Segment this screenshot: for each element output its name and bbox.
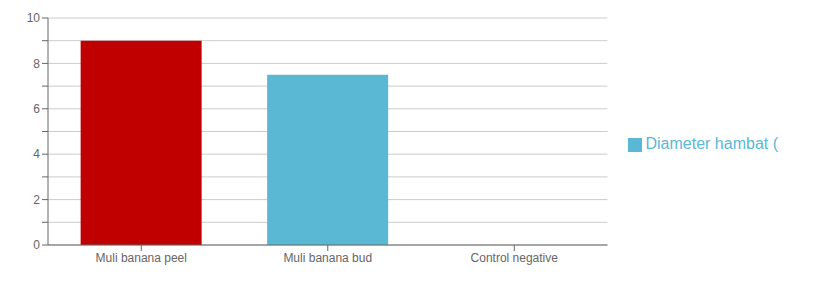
- svg-text:2: 2: [33, 193, 40, 207]
- svg-text:4: 4: [33, 147, 40, 161]
- svg-text:10: 10: [27, 11, 41, 25]
- svg-text:Muli banana peel: Muli banana peel: [96, 251, 187, 265]
- svg-text:8: 8: [33, 57, 40, 71]
- svg-text:0: 0: [33, 238, 40, 252]
- svg-text:Muli banana bud: Muli banana bud: [283, 251, 372, 265]
- html-text:Diameter hambat (: Diameter hambat (: [645, 135, 778, 152]
- svg-text:Control negative: Control negative: [471, 251, 559, 265]
- svg-text:6: 6: [33, 102, 40, 116]
